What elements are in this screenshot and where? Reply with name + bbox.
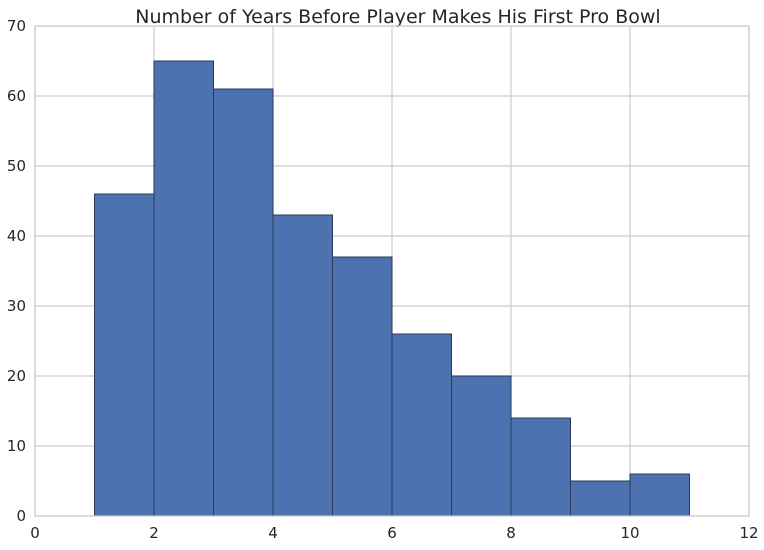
histogram-bar <box>213 88 274 517</box>
histogram-bar <box>451 375 512 517</box>
histogram-bar <box>629 473 690 517</box>
y-tick-label: 30 <box>7 297 26 315</box>
histogram-bar <box>153 60 214 517</box>
x-tick-label: 0 <box>30 524 40 542</box>
bars-group <box>94 60 690 517</box>
histogram-bar <box>570 480 631 517</box>
x-tick-label: 2 <box>149 524 159 542</box>
histogram-bar <box>272 214 333 517</box>
x-tick-label: 6 <box>387 524 397 542</box>
x-tick-label: 4 <box>268 524 278 542</box>
histogram-bar <box>510 417 571 517</box>
x-axis-ticks: 0 2 4 6 8 10 12 <box>30 524 758 542</box>
plot-frame <box>34 25 750 517</box>
y-tick-label: 70 <box>7 17 26 35</box>
y-axis-ticks: 0 10 20 30 40 50 60 70 <box>7 17 26 525</box>
chart-title: Number of Years Before Player Makes His … <box>135 6 660 28</box>
x-tick-label: 10 <box>620 524 639 542</box>
x-tick-label: 8 <box>506 524 516 542</box>
y-tick-label: 10 <box>7 437 26 455</box>
x-tick-label: 12 <box>739 524 758 542</box>
y-tick-label: 50 <box>7 157 26 175</box>
histogram-bar <box>94 193 155 517</box>
histogram-bar <box>332 256 393 517</box>
y-tick-label: 20 <box>7 367 26 385</box>
histogram-bar <box>391 333 452 517</box>
y-tick-label: 60 <box>7 87 26 105</box>
y-tick-label: 0 <box>16 507 26 525</box>
y-tick-label: 40 <box>7 227 26 245</box>
